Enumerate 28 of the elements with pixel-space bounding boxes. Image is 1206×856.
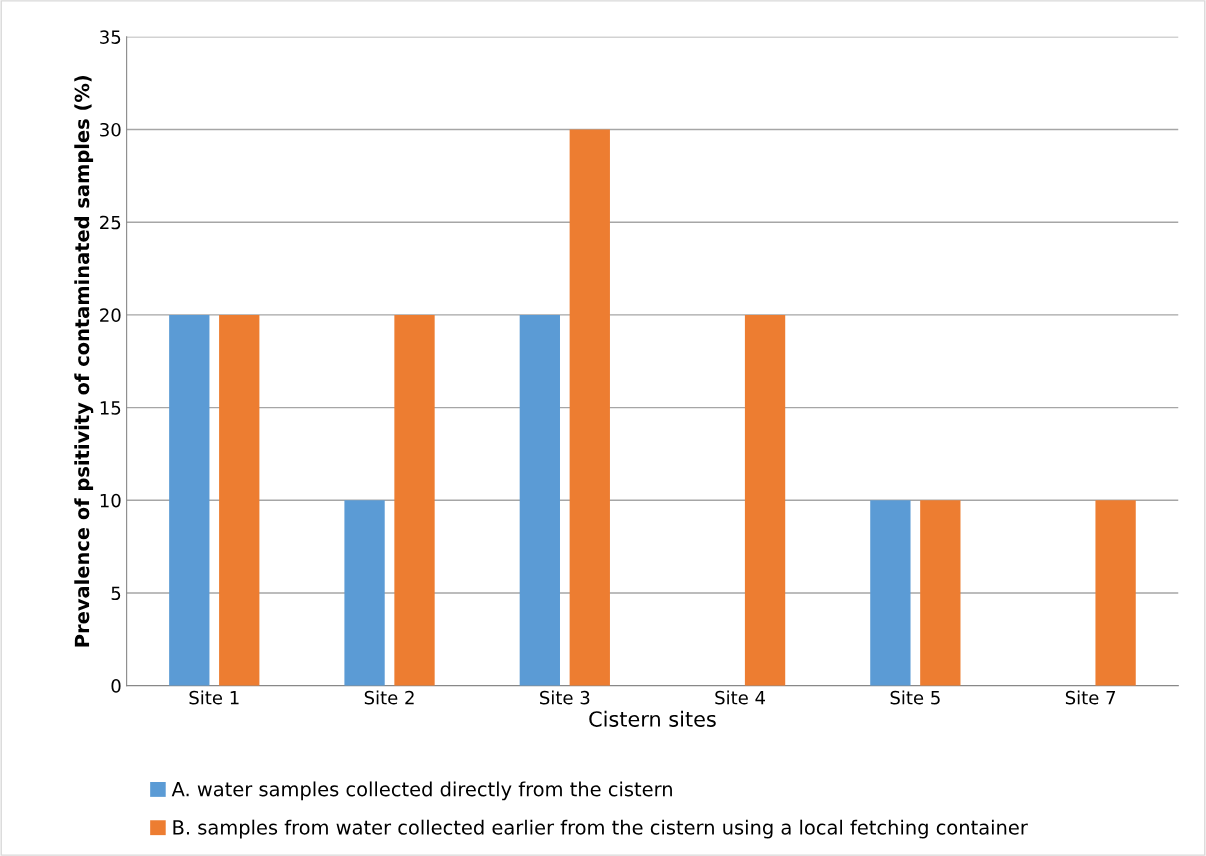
x-tick-label: Site 7 (1065, 690, 1116, 705)
y-tick-label: 10 (100, 493, 121, 508)
bar (744, 314, 786, 686)
legend-label: A. water samples collected directly from the cistern (171, 781, 672, 801)
bar (169, 314, 210, 686)
x-tick-label: Site 5 (890, 690, 940, 705)
y-tick-label: 15 (100, 401, 121, 415)
bar (1095, 500, 1136, 686)
y-tick-label: 20 (100, 308, 121, 322)
x-tick-label: Site 1 (189, 690, 239, 705)
x-tick-label: Site 3 (540, 690, 590, 705)
y-axis-title: Prevalence of psitivity of contaminated samples (%) (74, 75, 94, 647)
bar (344, 500, 385, 686)
y-tick-label: 5 (111, 586, 121, 601)
y-tick-label: 30 (100, 122, 121, 137)
bar (870, 500, 911, 686)
y-tick-label: 25 (100, 215, 121, 230)
bar (519, 314, 560, 686)
y-tick-label: 0 (111, 679, 121, 693)
legend-label: B. samples from water collected earlier from the cistern using a local fetching container (173, 819, 1028, 839)
bar (219, 314, 260, 686)
y-tick-label: 35 (100, 30, 121, 44)
bar (920, 500, 961, 686)
bar (569, 129, 610, 686)
x-axis-title: Cistern sites (589, 710, 716, 727)
x-tick-label: Site 4 (715, 690, 766, 705)
bar (394, 314, 435, 686)
x-tick-label: Site 2 (364, 690, 414, 705)
